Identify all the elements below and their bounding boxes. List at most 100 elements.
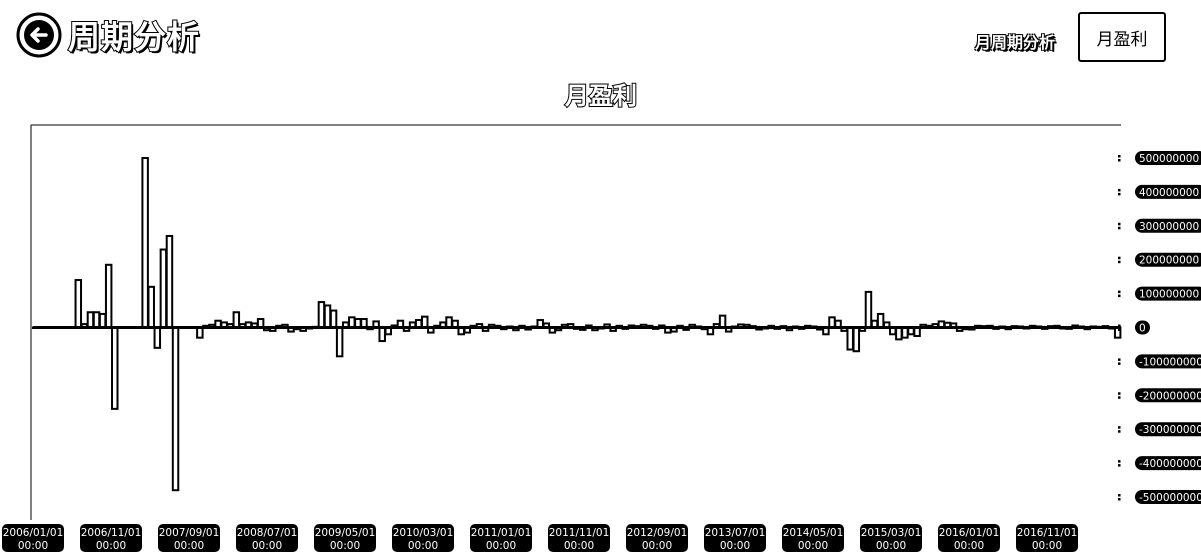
bar	[171, 326, 180, 492]
x-tick-label-bg	[158, 524, 220, 552]
x-tick-label-bg	[236, 524, 298, 552]
x-tick-label-bg	[548, 524, 610, 552]
bar	[895, 326, 903, 341]
x-tick-label-time: 00:00	[954, 540, 984, 552]
y-tick-mark	[1118, 464, 1121, 467]
bar	[92, 311, 101, 329]
y-tick-mark	[1118, 188, 1121, 192]
y-tick-label: 300000000	[1139, 221, 1199, 233]
x-tick-label-time: 00:00	[876, 540, 906, 552]
bar	[329, 309, 338, 329]
bar	[165, 234, 174, 329]
y-tick-label-bg	[1135, 320, 1150, 335]
x-tick-label-time: 00:00	[1032, 540, 1062, 552]
y-tick-label: 500000000	[1139, 153, 1199, 165]
x-tick-label-time: 00:00	[408, 540, 438, 552]
y-tick-mark	[1118, 396, 1121, 399]
x-tick-label-date: 2011/11/01	[549, 527, 610, 539]
y-tick-label-bg	[1135, 252, 1201, 267]
x-tick-label-time: 00:00	[642, 540, 672, 552]
y-tick-mark	[1118, 498, 1121, 501]
x-tick-label-bg	[782, 524, 844, 552]
monthly-profit-button[interactable]: 月盈利	[1078, 12, 1166, 62]
bar	[86, 311, 95, 329]
y-tick-mark	[1118, 192, 1121, 196]
y-axis: 500000000 400000000 300000000 200000000 1000…	[1118, 151, 1201, 504]
x-tick-label-time: 00:00	[330, 540, 360, 552]
y-tick-label: -500000000	[1139, 492, 1201, 504]
x-tick-label-bg	[314, 524, 376, 552]
y-tick-label-bg	[1135, 422, 1201, 437]
x-tick-label-bg	[80, 524, 142, 552]
bar	[876, 312, 885, 329]
bar	[378, 326, 386, 343]
x-tick-label-bg	[860, 524, 922, 552]
y-tick-label: 400000000	[1139, 187, 1199, 199]
bar	[98, 312, 107, 329]
y-tick-mark	[1118, 392, 1121, 395]
y-tick-label: -400000000	[1139, 458, 1201, 470]
x-tick-label-time: 00:00	[96, 540, 126, 552]
x-tick-label-bg	[2, 524, 64, 552]
y-tick-label: 200000000	[1139, 255, 1199, 267]
y-tick-mark	[1118, 324, 1121, 327]
y-tick-label-bg	[1135, 456, 1201, 471]
y-tick-label-bg	[1135, 184, 1201, 199]
y-tick-mark	[1118, 430, 1121, 433]
y-tick-mark	[1118, 494, 1121, 497]
x-tick-label-time: 00:00	[486, 540, 516, 552]
y-tick-mark	[1118, 260, 1121, 264]
bar	[104, 263, 113, 329]
x-tick-label-bg	[938, 524, 1000, 552]
x-tick-label-time: 00:00	[252, 540, 282, 552]
bar	[846, 326, 854, 351]
monthly-cycle-analysis-link[interactable]: 月周期分析	[975, 33, 1056, 52]
x-tick-label-date: 2011/01/01	[471, 527, 532, 539]
y-tick-mark	[1118, 426, 1121, 429]
bar	[335, 326, 344, 358]
y-tick-mark	[1118, 328, 1121, 331]
y-tick-mark	[1118, 155, 1121, 158]
bar	[864, 290, 873, 329]
bar	[317, 301, 326, 329]
y-tick-mark	[1118, 159, 1121, 162]
y-tick-label-bg	[1135, 218, 1201, 233]
back-arrow-icon[interactable]	[16, 12, 62, 58]
bar	[323, 304, 332, 329]
y-tick-mark	[1118, 362, 1121, 365]
bar	[348, 316, 356, 329]
bar	[74, 279, 83, 329]
x-tick-label-date: 2006/11/01	[81, 527, 142, 539]
x-tick-label-date: 2008/07/01	[237, 527, 298, 539]
y-tick-label: 0	[1139, 323, 1146, 335]
x-tick-label-bg	[626, 524, 688, 552]
bar	[852, 326, 861, 353]
bar	[901, 326, 909, 339]
bar	[232, 311, 241, 329]
bar	[159, 248, 168, 329]
y-tick-mark	[1118, 294, 1121, 298]
chart-title: 月盈利	[564, 82, 637, 110]
y-tick-label: -300000000	[1139, 424, 1201, 436]
y-tick-mark	[1118, 460, 1121, 463]
y-tick-mark	[1118, 290, 1121, 294]
x-tick-label-date: 2014/05/01	[783, 527, 844, 539]
bar	[196, 326, 204, 339]
y-tick-label-bg	[1135, 286, 1201, 301]
y-tick-mark	[1118, 226, 1121, 230]
x-tick-label-date: 2007/09/01	[159, 527, 220, 539]
y-tick-mark	[1118, 222, 1121, 226]
y-tick-mark	[1118, 256, 1121, 260]
y-tick-label: -200000000	[1139, 390, 1201, 402]
x-tick-label-time: 00:00	[798, 540, 828, 552]
x-tick-label-bg	[470, 524, 532, 552]
x-tick-label-date: 2010/03/01	[393, 527, 454, 539]
y-tick-label: -100000000	[1139, 356, 1201, 368]
x-tick-label-time: 00:00	[720, 540, 750, 552]
y-tick-label-bg	[1135, 354, 1201, 369]
x-tick-label-date: 2006/01/01	[3, 527, 64, 539]
bar	[111, 326, 119, 410]
bar	[153, 326, 162, 349]
x-tick-label-bg	[704, 524, 766, 552]
